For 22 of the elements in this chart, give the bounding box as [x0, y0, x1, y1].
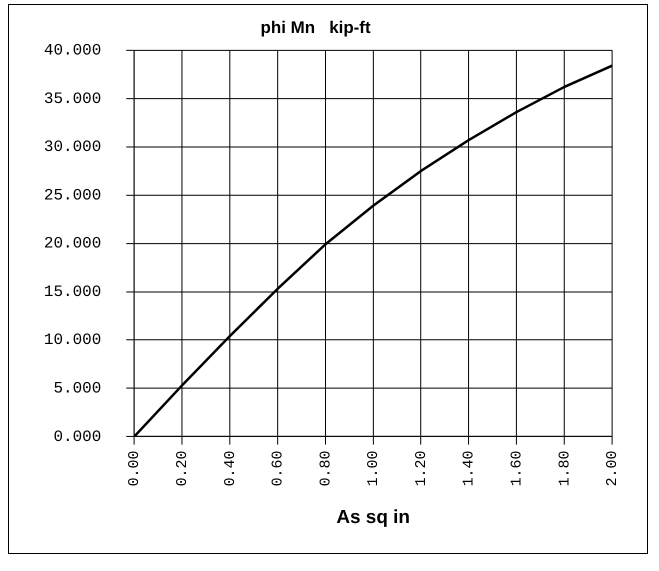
x-tick-label: 2.00 — [605, 450, 622, 486]
x-tick-label: 1.60 — [509, 450, 526, 486]
x-tick-label: 0.20 — [174, 450, 191, 486]
x-tick-label: 1.00 — [366, 450, 382, 486]
x-tick-label: 0.60 — [270, 450, 287, 486]
y-tick-label: 25.000 — [44, 186, 102, 204]
x-tick-label: 0.40 — [222, 450, 239, 486]
x-tick-label: 1.20 — [414, 450, 430, 486]
y-tick-label: 15.000 — [44, 282, 102, 301]
x-tick-label: 0.80 — [318, 450, 334, 486]
chart-title: phi Mn kip-ft — [260, 18, 371, 37]
y-tick-label: 0.000 — [53, 428, 102, 446]
y-tick-label: 30.000 — [44, 138, 102, 156]
y-tick-label: 20.000 — [44, 234, 102, 253]
y-tick-label: 10.000 — [44, 331, 102, 350]
y-tick-label: 35.000 — [44, 90, 102, 108]
x-tick-label: 1.80 — [557, 450, 574, 486]
y-tick-label: 5.000 — [53, 380, 102, 398]
x-tick-label: 1.40 — [462, 450, 478, 486]
x-tick-label: 0.00 — [127, 450, 144, 486]
x-axis-title: As sq in — [336, 506, 410, 528]
y-tick-label: 40.000 — [44, 41, 102, 60]
